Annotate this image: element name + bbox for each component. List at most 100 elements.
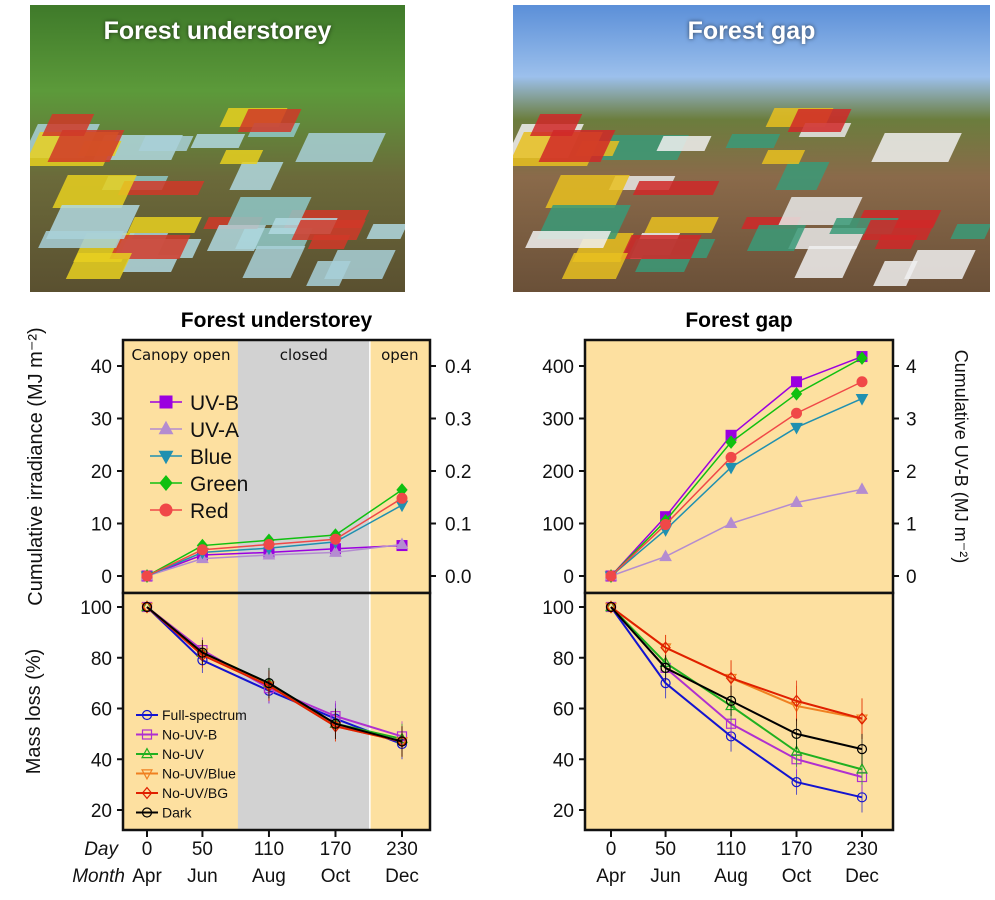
y-tick-label: 40 xyxy=(553,750,574,771)
y2-tick-label: 0.4 xyxy=(445,357,472,378)
x-tick-label-month: Oct xyxy=(321,866,351,887)
marker-triangle-down xyxy=(141,769,153,781)
y-tick-label: 20 xyxy=(91,462,112,483)
chart-irr-understorey: Canopy open closed open 0 10 20 30 40 0.0 0.1 0.2 0… xyxy=(25,309,472,606)
legend-label: No-UV-B xyxy=(162,727,217,743)
marker-diamond xyxy=(791,694,802,708)
marker-triangle-up xyxy=(141,747,153,759)
y-tick-label: 0 xyxy=(563,567,574,588)
chart-title: Forest gap xyxy=(685,309,792,332)
phase-label: open xyxy=(381,346,418,364)
series-dark xyxy=(141,601,408,757)
y-tick-label: 80 xyxy=(553,649,574,670)
y2-tick-label: 0.1 xyxy=(445,515,471,536)
y-tick-label: 10 xyxy=(91,515,112,536)
marker-circle xyxy=(141,570,153,582)
marker-circle xyxy=(605,570,617,582)
marker-triangle-down xyxy=(724,462,738,475)
x-tick-label-month: Dec xyxy=(845,866,879,887)
series-line xyxy=(610,606,863,720)
y-tick-label: 40 xyxy=(91,750,112,771)
x-tick-label-day: 110 xyxy=(254,839,284,860)
x-tick-label-month: Apr xyxy=(132,866,162,887)
y-tick-label: 100 xyxy=(542,515,574,536)
series-red xyxy=(141,492,408,582)
marker-diamond xyxy=(159,475,173,491)
legend-label: Green xyxy=(190,473,248,496)
chart-title: Forest understorey xyxy=(181,309,373,332)
marker-circle xyxy=(141,807,153,818)
y-tick-label: 100 xyxy=(542,598,574,619)
marker-circle xyxy=(141,709,153,721)
x-tick-label-day: 230 xyxy=(846,839,878,860)
marker-circle xyxy=(605,601,617,613)
y2-tick-label: 2 xyxy=(906,462,917,483)
x-tick-label-month: Aug xyxy=(714,866,748,887)
photo-title: Forest understorey xyxy=(103,17,332,45)
x-tick-label-month: Jun xyxy=(650,866,681,887)
chart-mass-gap: 20 40 60 80 100 0 Apr 50 Jun 110 Aug 170 Oct 230 Dec xyxy=(542,591,895,887)
x-tick-label-day: 50 xyxy=(192,839,213,860)
marker-circle xyxy=(329,533,341,545)
marker-square xyxy=(141,729,153,740)
canopy-closed-band xyxy=(237,594,370,829)
x-axis-label-day: Day xyxy=(84,839,119,860)
marker-triangle-up xyxy=(158,420,174,435)
y2-axis-label: Cumulative UV-B (MJ m⁻²) xyxy=(951,350,971,564)
y-tick-label: 80 xyxy=(91,649,112,670)
legend-label: Dark xyxy=(162,805,193,821)
marker-triangle-up xyxy=(855,482,869,494)
marker-square xyxy=(791,376,803,388)
legend: UV-B UV-A Blue Green Red xyxy=(150,392,248,523)
marker-circle xyxy=(396,736,408,747)
x-tick-label-day: 230 xyxy=(386,839,418,860)
legend-label: Red xyxy=(190,500,229,523)
marker-circle xyxy=(660,519,672,531)
marker-diamond xyxy=(856,712,868,725)
y-tick-label: 30 xyxy=(91,410,112,431)
y-tick-label: 40 xyxy=(91,357,112,378)
chart-mass-understorey: 20 40 60 80 100 Mass loss (%) 0 Apr 50 Jun 110 Aug 1… xyxy=(23,591,432,887)
legend: Full-spectrum No-UV-B No-UV No-UV/Blue No-UV… xyxy=(136,707,247,821)
marker-circle xyxy=(263,678,275,689)
y-tick-label: 200 xyxy=(542,462,574,483)
chart-irr-gap: 0 100 200 300 400 0 1 2 3 4 Forest gap Cumulative U… xyxy=(542,309,971,595)
photo-forest-gap: Forest gap xyxy=(513,5,990,292)
series-red xyxy=(605,376,868,582)
marker-triangle-down xyxy=(158,450,174,465)
marker-circle xyxy=(791,407,803,419)
y-tick-label: 20 xyxy=(91,801,112,822)
marker-triangle-up xyxy=(790,495,803,507)
marker-triangle-down xyxy=(790,422,803,435)
phase-label: Canopy open xyxy=(132,346,231,364)
marker-diamond xyxy=(856,351,868,365)
marker-diamond xyxy=(605,600,617,614)
marker-circle xyxy=(196,544,208,556)
marker-diamond xyxy=(725,435,737,449)
x-tick-label-day: 110 xyxy=(716,839,746,860)
marker-diamond xyxy=(141,600,153,614)
marker-circle xyxy=(791,776,802,788)
y-axis-label: Mass loss (%) xyxy=(23,649,45,775)
y2-tick-label: 0.2 xyxy=(445,462,471,483)
x-tick-label-month: Oct xyxy=(782,866,812,887)
x-tick-label-month: Aug xyxy=(252,866,286,887)
x-tick-label-month: Dec xyxy=(385,866,419,887)
legend-label: UV-B xyxy=(190,392,239,415)
marker-triangle-up xyxy=(605,600,617,612)
y2-tick-label: 3 xyxy=(906,410,917,431)
photo-title: Forest gap xyxy=(687,17,816,45)
marker-circle xyxy=(660,662,671,674)
plot-frame xyxy=(583,591,895,832)
series-dark xyxy=(605,601,868,765)
y2-tick-label: 0 xyxy=(906,567,917,588)
y-tick-label: 60 xyxy=(91,700,112,721)
x-tick-label-day: 0 xyxy=(606,839,617,860)
x-axis-label-month: Month xyxy=(72,866,125,887)
x-tick-label-day: 0 xyxy=(142,839,153,860)
series-line xyxy=(146,606,403,743)
marker-circle xyxy=(330,718,341,729)
phase-label: closed xyxy=(280,346,328,364)
y2-tick-label: 0.0 xyxy=(445,567,471,588)
